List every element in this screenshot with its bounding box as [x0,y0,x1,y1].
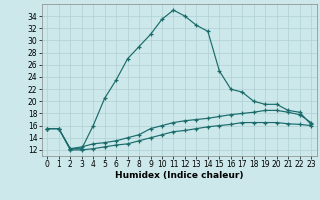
X-axis label: Humidex (Indice chaleur): Humidex (Indice chaleur) [115,171,244,180]
